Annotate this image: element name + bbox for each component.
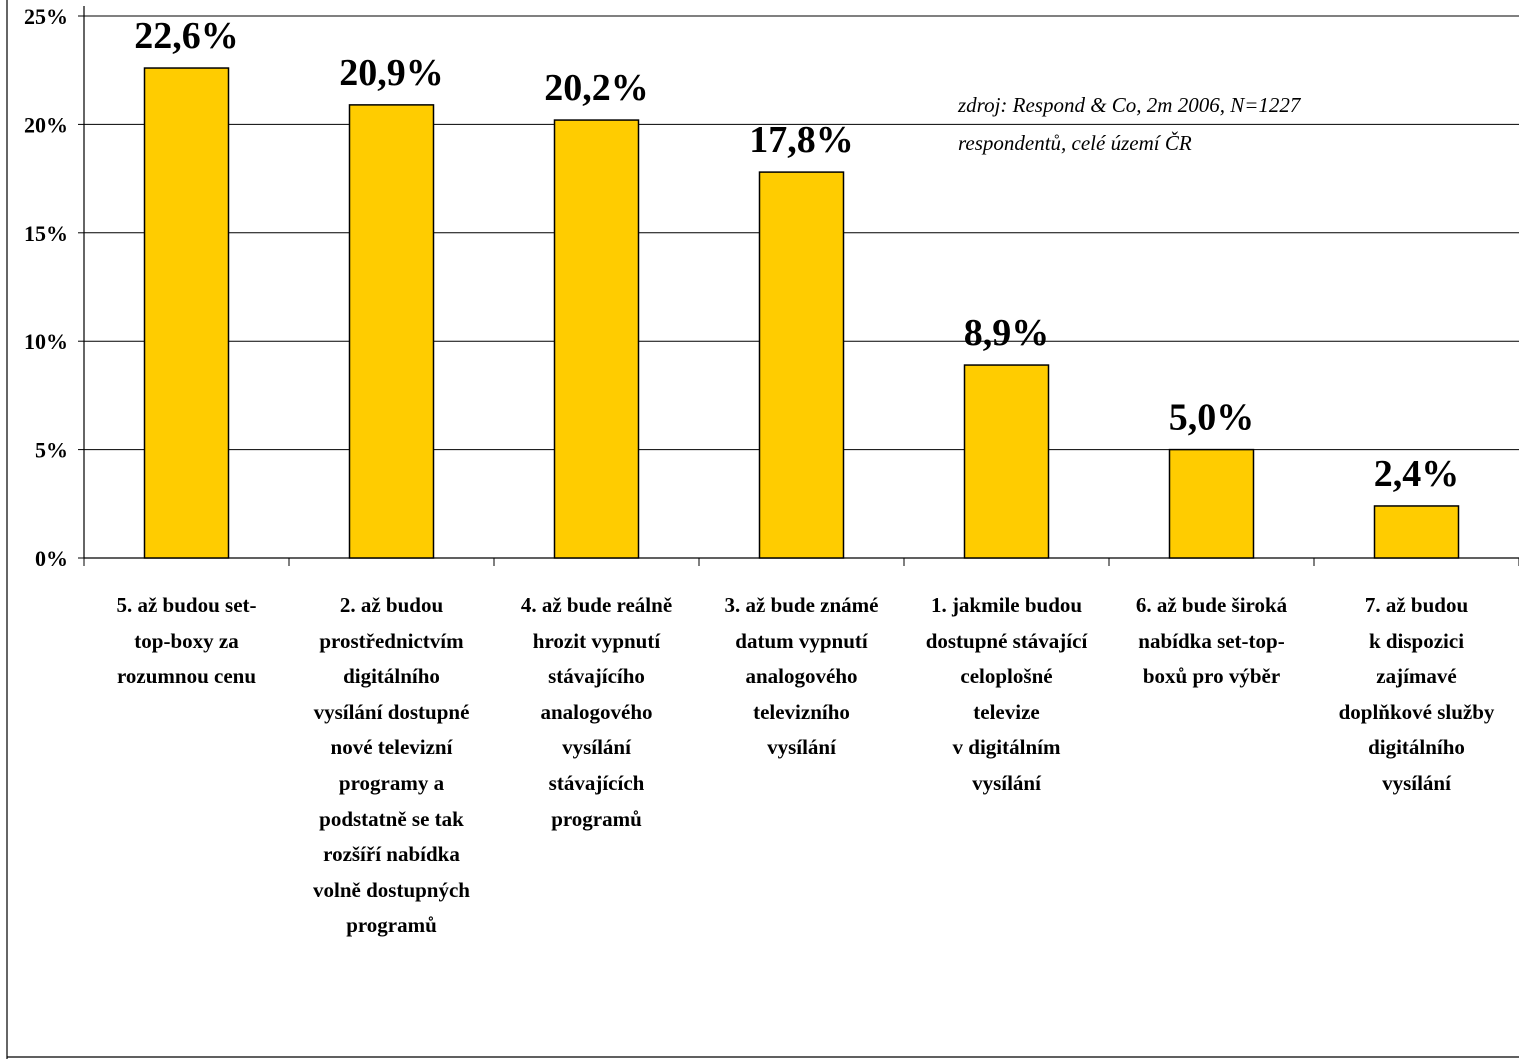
x-category-label: 3. až bude známé datum vypnutí analogové…	[724, 593, 879, 760]
x-category-label: 7. až budou k dispozici zajímavé doplňko…	[1338, 593, 1495, 795]
bar	[1168, 448, 1255, 559]
bar	[1373, 505, 1460, 559]
bar-data-label: 5,0%	[1169, 397, 1255, 439]
bar	[758, 171, 845, 559]
bar	[963, 364, 1050, 559]
x-category-label: 6. až bude široká nabídka set-top- boxů …	[1135, 593, 1288, 689]
y-tick-label: 0%	[35, 546, 68, 571]
x-category-label: 4. až bude reálně hrozit vypnutí stávají…	[520, 593, 673, 831]
source-annotation: zdroj: Respond & Co, 2m 2006, N=1227 res…	[958, 93, 1301, 155]
y-tick-label: 15%	[24, 221, 68, 246]
x-category-label: 2. až budou prostřednictvím digitálního …	[313, 593, 470, 938]
bar-data-label: 2,4%	[1374, 453, 1460, 495]
y-tick-label: 20%	[24, 112, 68, 137]
bar-data-label: 17,8%	[749, 119, 854, 161]
bar	[143, 67, 230, 559]
x-category-label: 1. jakmile budou dostupné stávající celo…	[925, 593, 1088, 795]
bar-data-label: 22,6%	[134, 15, 239, 57]
y-tick-label: 25%	[24, 4, 68, 29]
y-tick-label: 5%	[35, 438, 68, 463]
bar	[553, 119, 640, 559]
y-tick-label: 10%	[24, 329, 68, 354]
x-category-label: 5. až budou set- top-boxy za rozumnou ce…	[116, 593, 257, 689]
bar	[348, 104, 435, 559]
bar-data-label: 8,9%	[964, 312, 1050, 354]
bar-data-label: 20,9%	[339, 52, 444, 94]
bar-data-label: 20,2%	[544, 67, 649, 109]
